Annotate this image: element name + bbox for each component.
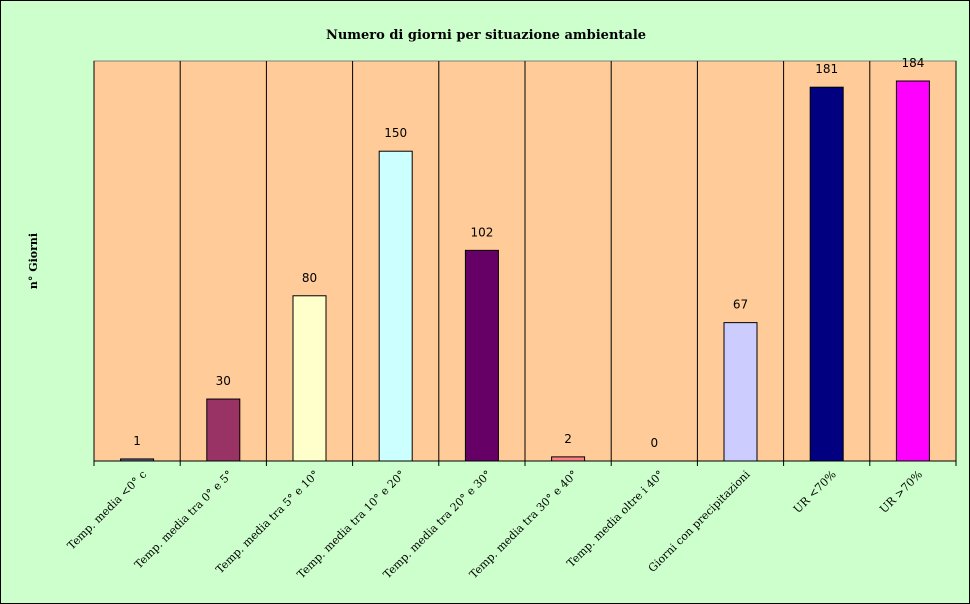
bar	[551, 456, 586, 462]
data-label: 80	[302, 271, 317, 285]
data-label: 67	[733, 298, 748, 312]
bars	[120, 80, 930, 462]
data-label: 102	[470, 225, 493, 239]
x-tick-label: Temp. media <0° c	[65, 468, 149, 552]
data-label: 181	[815, 62, 838, 76]
data-label: 184	[901, 56, 924, 70]
data-label: 1	[133, 434, 141, 448]
data-labels: 1 30 80 150 102 2 0 67 181 184	[133, 56, 924, 450]
bar	[895, 80, 930, 462]
x-tick-label: Temp. media oltre i 40°	[564, 468, 666, 570]
bar	[809, 86, 844, 462]
x-tick-label: UR <70%	[791, 468, 839, 516]
category-dividers	[93, 61, 957, 461]
x-tick-label: UR >70%	[877, 468, 925, 516]
bar	[292, 295, 327, 462]
bar	[206, 398, 241, 462]
data-label: 0	[650, 436, 658, 450]
data-label: 2	[564, 432, 572, 446]
x-axis-ticks	[93, 461, 957, 466]
bar	[723, 322, 758, 462]
bar	[378, 150, 413, 462]
chart-title: Numero di giorni per situazione ambienta…	[326, 28, 646, 43]
data-label: 150	[384, 126, 407, 140]
data-label: 30	[216, 374, 231, 388]
bar	[464, 249, 499, 462]
x-tick-label: Temp. media tra 0° e 5°	[132, 468, 235, 571]
y-axis-label: n° Giorni	[27, 233, 40, 289]
x-tick-label: Giorni con precipitazioni	[646, 468, 753, 575]
